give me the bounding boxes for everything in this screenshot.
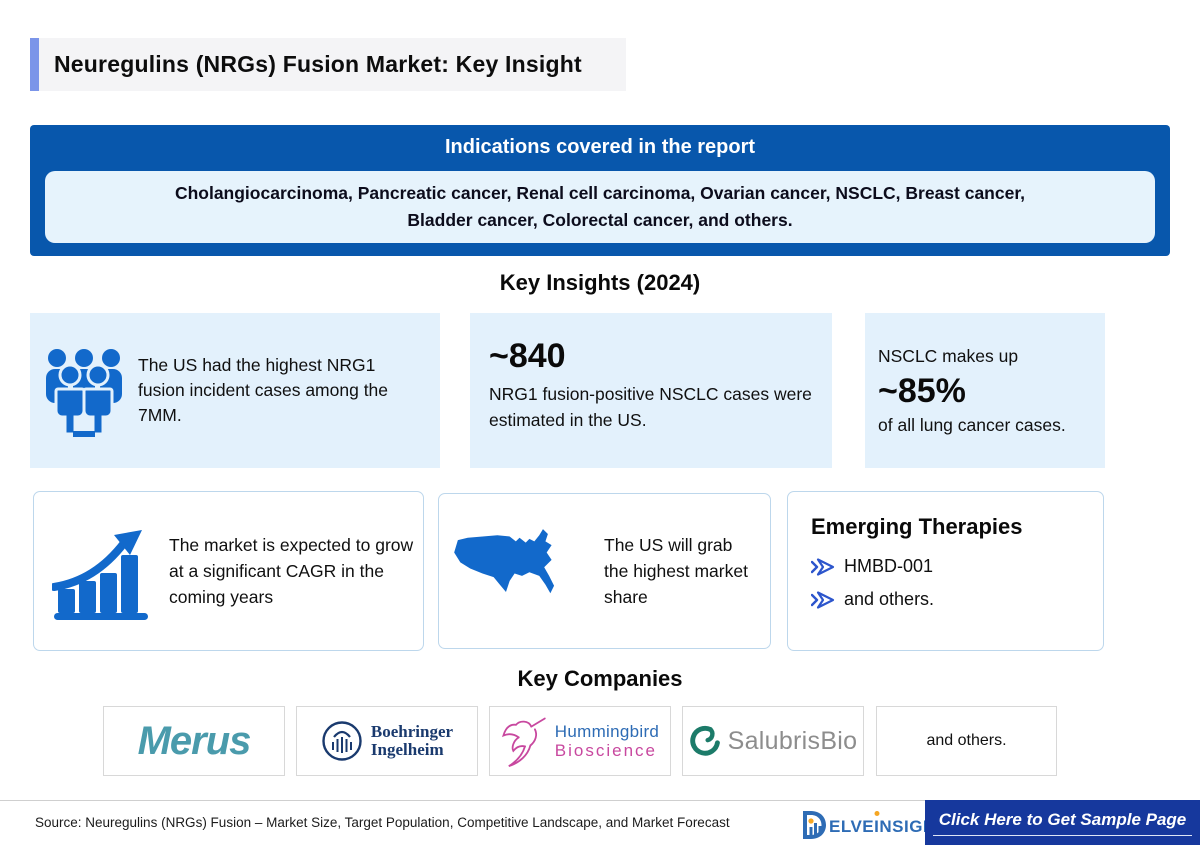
page-title-bar: Neuregulins (NRGs) Fusion Market: Key In…	[30, 38, 626, 91]
stat-value: ~840	[489, 337, 566, 375]
stat-description: NRG1 fusion-positive NSCLC cases were es…	[489, 384, 812, 430]
emerging-therapies-card: Emerging Therapies HMBD-001 and others.	[787, 491, 1104, 651]
arrow-bullet-icon	[811, 590, 835, 609]
stat-value: ~85%	[878, 372, 966, 410]
hummingbird-logo-line1: Hummingbird	[554, 722, 660, 741]
indications-title: Indications covered in the report	[444, 136, 756, 158]
source-text: Source: Neuregulins (NRGs) Fusion – Mark…	[35, 815, 730, 830]
delve-logo-dotted-i: I	[874, 814, 879, 840]
therapy-item: HMBD-001	[811, 556, 1103, 577]
delveinsight-d-icon	[803, 811, 826, 839]
insight-card-text: The US had the highest NRG1 fusion incid…	[138, 355, 389, 425]
delve-logo-part1: ELVE	[829, 817, 875, 836]
company-logo-hummingbird-bioscience: Hummingbird Bioscience	[489, 706, 671, 776]
emerging-therapies-heading: Emerging Therapies	[811, 514, 1023, 539]
hummingbird-icon	[501, 717, 546, 768]
therapy-label: and others.	[844, 589, 935, 609]
key-insights-heading: Key Insights (2024)	[499, 270, 701, 295]
therapy-item: and others.	[811, 589, 1103, 610]
insight-card-text: The US will grab the highest market shar…	[604, 535, 748, 607]
insight-card-840-cases: ~840 NRG1 fusion-positive NSCLC cases we…	[470, 313, 832, 468]
company-logo-salubrisbio: SalubrisBio	[682, 706, 864, 776]
indications-line-2: Bladder cancer, Colorectal cancer, and o…	[407, 210, 793, 230]
insight-card-us-incident-cases: The US had the highest NRG1 fusion incid…	[30, 313, 440, 468]
company-logo-others: and others.	[876, 706, 1057, 776]
footer-divider	[0, 800, 1200, 801]
insight-card-cagr-growth: The market is expected to grow at a sign…	[33, 491, 424, 651]
stat-lead-text: NSCLC makes up	[878, 346, 1019, 366]
indications-banner: Indications covered in the report Cholan…	[30, 125, 1170, 256]
company-logo-boehringer-ingelheim: Boehringer Ingelheim	[296, 706, 478, 776]
title-accent-bar	[30, 38, 39, 91]
people-group-icon	[30, 345, 138, 437]
indications-box: Cholangiocarcinoma, Pancreatic cancer, R…	[45, 171, 1155, 243]
salubris-logo-text: SalubrisBio	[727, 726, 858, 755]
key-companies-heading: Key Companies	[517, 666, 683, 691]
page-title: Neuregulins (NRGs) Fusion Market: Key In…	[54, 51, 582, 77]
get-sample-page-button[interactable]: Click Here to Get Sample Page	[925, 800, 1200, 845]
hummingbird-logo-line2: Bioscience	[554, 741, 658, 760]
arrow-bullet-icon	[811, 557, 835, 576]
boehringer-logo-line1: Boehringer	[370, 722, 454, 741]
indications-line-1: Cholangiocarcinoma, Pancreatic cancer, R…	[174, 183, 1026, 203]
others-label: and others.	[926, 732, 1007, 749]
insight-card-us-market-share: The US will grab the highest market shar…	[438, 493, 771, 649]
salubris-icon	[689, 725, 720, 756]
boehringer-logo-line2: Ingelheim	[370, 740, 444, 759]
company-logo-merus: Merus	[103, 706, 285, 776]
stat-trail-text: of all lung cancer cases.	[878, 415, 1066, 435]
cta-label: Click Here to Get Sample Page	[932, 810, 1193, 836]
growth-chart-icon	[34, 521, 169, 621]
insight-card-text: The market is expected to grow at a sign…	[169, 535, 414, 607]
insight-card-nsclc-share: NSCLC makes up ~85% of all lung cancer c…	[865, 313, 1105, 468]
therapy-label: HMBD-001	[844, 556, 934, 576]
boehringer-emblem-icon	[322, 721, 362, 761]
merus-logo-text: Merus	[137, 718, 252, 763]
us-map-icon	[439, 521, 604, 621]
